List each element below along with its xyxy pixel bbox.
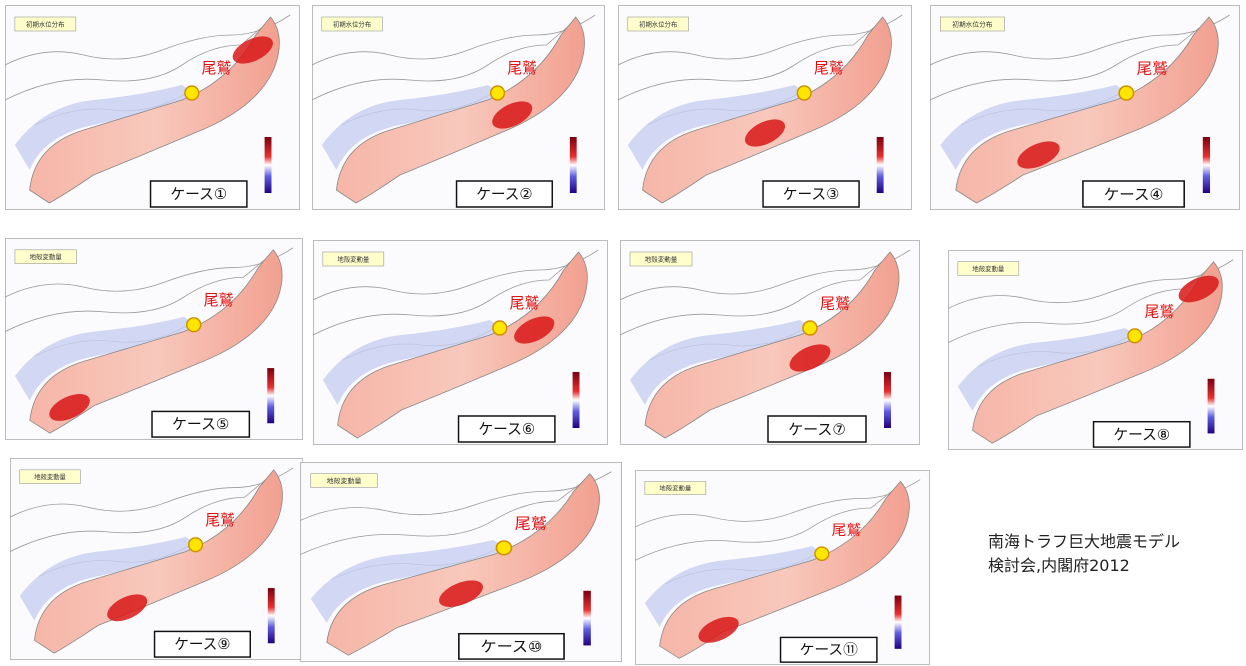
map-panel: 初期水位分布尾鷲ケース②	[312, 6, 605, 210]
legend-bar	[265, 137, 272, 193]
legend-bar	[268, 588, 275, 643]
place-label: 尾鷲	[515, 515, 547, 532]
legend-bar	[1203, 137, 1210, 193]
panel-header: 地殻変動量	[327, 476, 362, 485]
place-label: 尾鷲	[820, 295, 850, 313]
panel-header: 初期水位分布	[333, 19, 372, 28]
place-marker	[1119, 86, 1133, 100]
place-label: 尾鷲	[202, 59, 232, 77]
case-label: ケース②	[476, 186, 532, 203]
case-label: ケース⑧	[1113, 426, 1170, 443]
case-label: ケース⑨	[174, 636, 230, 653]
case-label: ケース⑥	[478, 420, 535, 438]
map-panel: 地殻変動量尾鷲ケース⑩	[300, 462, 621, 661]
legend-bar	[884, 372, 891, 428]
place-marker	[496, 541, 511, 555]
place-label: 尾鷲	[510, 294, 540, 312]
panel-header: 地殻変動量	[645, 255, 678, 264]
legend-bar	[1208, 379, 1215, 434]
legend-bar	[895, 596, 902, 649]
panel-header: 地殻変動量	[337, 254, 369, 263]
place-marker	[491, 86, 505, 100]
source-caption: 南海トラフ巨大地震モデル 検討会,内閣府2012	[988, 530, 1180, 578]
place-marker	[493, 321, 507, 335]
panel-header: 初期水位分布	[639, 19, 678, 28]
figure: 初期水位分布尾鷲ケース①初期水位分布尾鷲ケース②初期水位分布尾鷲ケース③初期水位…	[0, 0, 1246, 666]
map-panel: 初期水位分布尾鷲ケース④	[930, 6, 1239, 210]
place-label: 尾鷲	[507, 60, 536, 77]
case-label: ケース⑩	[481, 638, 543, 655]
caption-line: 検討会,内閣府2012	[988, 554, 1180, 578]
panel-header: 初期水位分布	[26, 19, 65, 28]
place-marker	[185, 86, 199, 100]
panel-header: 地殻変動量	[972, 264, 1005, 273]
caption-line: 南海トラフ巨大地震モデル	[988, 530, 1180, 554]
place-marker	[815, 547, 829, 560]
place-marker	[797, 86, 811, 100]
case-label: ケース①	[170, 185, 227, 203]
place-marker	[189, 538, 203, 552]
case-label: ケース⑦	[788, 421, 846, 439]
case-label: ケース③	[783, 185, 840, 203]
map-panel: 地殻変動量尾鷲ケース⑨	[10, 458, 303, 659]
place-label: 尾鷲	[1145, 303, 1175, 320]
legend-bar	[573, 372, 580, 428]
place-label: 尾鷲	[204, 292, 234, 309]
panel-header: 地殻変動量	[30, 252, 63, 261]
place-label: 尾鷲	[832, 522, 861, 539]
place-label: 尾鷲	[205, 512, 235, 529]
place-label: 尾鷲	[814, 59, 844, 77]
case-label: ケース⑤	[172, 416, 229, 433]
panel-header: 初期水位分布	[952, 20, 993, 29]
case-label: ケース⑪	[800, 642, 858, 659]
place-marker	[187, 318, 201, 332]
place-marker	[1128, 329, 1142, 343]
legend-bar	[570, 137, 577, 193]
place-marker	[803, 321, 817, 335]
place-label: 尾鷲	[1137, 60, 1168, 78]
legend-bar	[877, 137, 884, 193]
panel-header: 地殻変動量	[34, 472, 66, 481]
map-panel: 初期水位分布尾鷲ケース③	[618, 6, 912, 210]
legend-bar	[583, 591, 591, 646]
panel-header: 地殻変動量	[659, 484, 691, 493]
legend-bar	[267, 368, 274, 423]
case-label: ケース④	[1104, 186, 1164, 204]
